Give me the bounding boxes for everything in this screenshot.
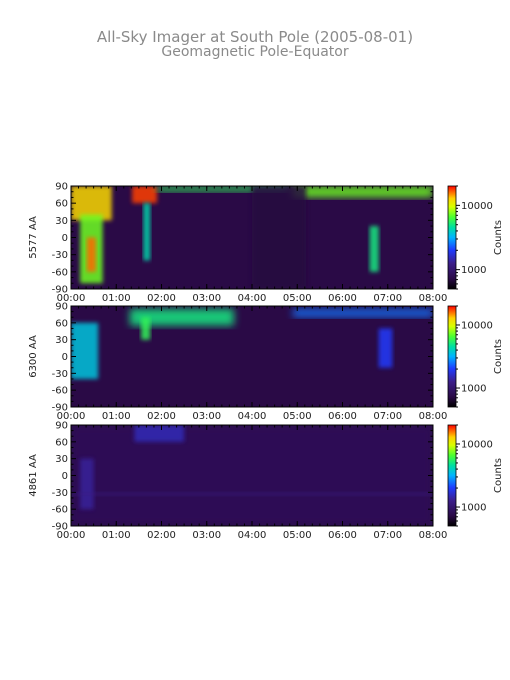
y-tick-label: -90 xyxy=(52,285,68,296)
x-tick-label: 05:00 xyxy=(283,411,312,422)
heatmap-region-4 xyxy=(292,308,433,318)
y-tick-label: 0 xyxy=(62,471,68,482)
heatmap-region-2 xyxy=(129,308,234,326)
x-tick-label: 07:00 xyxy=(373,530,402,541)
x-tick-label: 07:00 xyxy=(373,411,402,422)
x-tick-label: 02:00 xyxy=(147,530,176,541)
x-tick-label: 00:00 xyxy=(57,530,86,541)
x-tick-label: 08:00 xyxy=(419,411,448,422)
x-tick-label: 00:00 xyxy=(57,411,86,422)
heatmap-region-3 xyxy=(86,237,96,272)
colorbar-label: Counts xyxy=(493,339,504,374)
x-tick-label: 01:00 xyxy=(102,530,131,541)
y-tick-label: -30 xyxy=(52,369,68,380)
colorbar-tick-label: 10000 xyxy=(461,201,493,212)
y-tick-label: 60 xyxy=(55,199,68,210)
heatmap-region-3 xyxy=(71,492,433,496)
y-tick-label: -30 xyxy=(52,250,68,261)
heatmap-region-6 xyxy=(156,186,289,192)
colorbar-tick-label: 1000 xyxy=(461,384,486,395)
x-tick-label: 04:00 xyxy=(238,293,267,304)
heatmap-region-9 xyxy=(252,186,307,289)
x-tick-label: 04:00 xyxy=(238,530,267,541)
x-tick-label: 03:00 xyxy=(192,411,221,422)
colorbar-label: Counts xyxy=(493,458,504,493)
heatmap-region-2 xyxy=(80,458,94,510)
colorbar-tick-label: 10000 xyxy=(461,439,493,450)
y-axis-label: 5577 AA xyxy=(28,216,39,259)
colorbar xyxy=(447,424,457,527)
x-tick-label: 07:00 xyxy=(373,293,402,304)
heatmap-region-4 xyxy=(134,425,185,442)
x-tick-label: 05:00 xyxy=(283,293,312,304)
y-axis-label: 6300 AA xyxy=(28,335,39,378)
x-tick-label: 03:00 xyxy=(192,530,221,541)
x-tick-label: 06:00 xyxy=(328,530,357,541)
x-tick-label: 06:00 xyxy=(328,293,357,304)
heatmap-region-3 xyxy=(141,317,151,340)
heatmap-region-5 xyxy=(378,328,393,368)
colorbar xyxy=(447,305,457,408)
colorbar xyxy=(447,185,457,290)
heatmap-features xyxy=(71,186,433,289)
x-tick-label: 01:00 xyxy=(102,293,131,304)
heatmap-features xyxy=(71,308,433,379)
y-tick-label: -60 xyxy=(52,505,68,516)
x-tick-label: 05:00 xyxy=(283,530,312,541)
x-tick-label: 08:00 xyxy=(419,530,448,541)
x-tick-label: 02:00 xyxy=(147,293,176,304)
x-tick-label: 02:00 xyxy=(147,411,176,422)
y-tick-label: 30 xyxy=(55,335,68,346)
heatmap-region-1 xyxy=(71,425,433,526)
y-tick-label: -30 xyxy=(52,488,68,499)
chart-title: All-Sky Imager at South Pole (2005-08-01… xyxy=(97,28,413,46)
heatmap-region-5 xyxy=(143,203,151,261)
x-tick-label: 03:00 xyxy=(192,293,221,304)
x-tick-label: 08:00 xyxy=(419,293,448,304)
heatmap-region-8 xyxy=(369,226,379,272)
heatmap-region-1 xyxy=(71,322,99,379)
y-axis-label: 4861 AA xyxy=(28,454,39,497)
heatmap-region-4 xyxy=(132,186,157,204)
y-tick-label: -60 xyxy=(52,386,68,397)
x-tick-label: 00:00 xyxy=(57,293,86,304)
y-tick-label: -90 xyxy=(52,403,68,414)
colorbar-label: Counts xyxy=(493,220,504,255)
chart-subtitle: Geomagnetic Pole-Equator xyxy=(161,44,348,60)
colorbar-tick-label: 1000 xyxy=(461,503,486,514)
y-tick-label: 30 xyxy=(55,454,68,465)
heatmap-region-7 xyxy=(292,186,433,198)
x-tick-label: 01:00 xyxy=(102,411,131,422)
y-tick-label: -90 xyxy=(52,522,68,533)
x-tick-label: 04:00 xyxy=(238,411,267,422)
y-tick-label: 90 xyxy=(55,182,68,193)
y-tick-label: -60 xyxy=(52,267,68,278)
y-tick-label: 60 xyxy=(55,437,68,448)
y-tick-label: 30 xyxy=(55,216,68,227)
colorbar-tick-label: 10000 xyxy=(461,320,493,331)
y-tick-label: 0 xyxy=(62,352,68,363)
x-tick-label: 06:00 xyxy=(328,411,357,422)
colorbar-tick-label: 1000 xyxy=(461,265,486,276)
y-tick-label: 60 xyxy=(55,318,68,329)
y-tick-label: 90 xyxy=(55,421,68,432)
y-tick-label: 90 xyxy=(55,302,68,313)
y-tick-label: 0 xyxy=(62,233,68,244)
heatmap-features xyxy=(71,425,433,526)
